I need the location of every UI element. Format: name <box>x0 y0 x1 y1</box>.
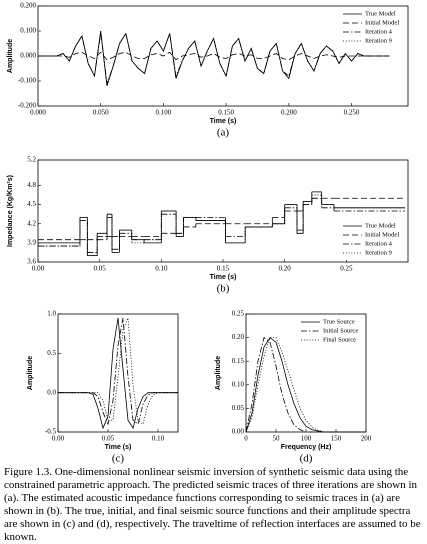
y-tick-label: 0.20 <box>232 333 245 341</box>
figure: 0.000 0.050 0.100 0.150 0.200 0.250-0.200-0.1… <box>7 2 409 465</box>
y-tick-label: 3.6 <box>27 258 36 266</box>
panel-label: (b) <box>217 283 230 295</box>
x-axis-label: Time (s) <box>210 118 237 125</box>
x-tick-label: 0.050 <box>93 109 109 117</box>
y-tick-label: 0.25 <box>232 310 245 318</box>
legend-label: Initial Source <box>323 327 358 334</box>
x-tick-label: 0.100 <box>156 109 172 117</box>
series-line <box>58 317 178 425</box>
y-tick-label: -0.5 <box>45 428 57 436</box>
x-tick-label: 0.00 <box>32 265 45 273</box>
y-tick-label: 5.2 <box>27 156 36 164</box>
legend-label: Final Source <box>323 336 356 343</box>
legend-label: True Source <box>323 318 355 325</box>
y-tick-label: 0.05 <box>232 404 245 412</box>
legend-label: Iteration 9 <box>365 37 392 44</box>
x-tick-label: 0.05 <box>102 435 115 443</box>
y-tick-label: 0.10 <box>232 380 245 388</box>
series-line <box>38 30 390 85</box>
x-axis-label: Time (s) <box>210 274 237 281</box>
panel-label: (a) <box>217 127 230 139</box>
x-tick-label: 150 <box>331 435 342 443</box>
y-tick-label: 0.200 <box>20 2 36 10</box>
x-tick-label: 0.25 <box>340 265 353 273</box>
x-tick-label: 0.05 <box>94 265 107 273</box>
legend-label: True Model <box>365 10 396 17</box>
panel-label: (c) <box>112 453 125 465</box>
x-tick-label: 0.10 <box>152 435 165 443</box>
series-line <box>245 337 366 433</box>
plot-frame <box>57 313 179 433</box>
y-tick-label: 0.5 <box>47 349 56 357</box>
x-tick-label: 0.150 <box>218 109 234 117</box>
legend-box <box>298 316 364 347</box>
legend-label: True Model <box>365 222 396 229</box>
y-tick-label: 1.0 <box>47 310 56 318</box>
legend-label: Iteration 4 <box>365 28 393 35</box>
y-tick-label: 4.2 <box>27 219 36 227</box>
y-axis-label: Amplitude <box>7 39 14 73</box>
y-tick-label: 0.100 <box>20 27 36 35</box>
legend-label: Iteration 9 <box>365 249 392 256</box>
y-tick-label: 3.9 <box>27 238 36 246</box>
x-tick-label: 0.000 <box>30 109 46 117</box>
panel-label: (d) <box>300 453 313 465</box>
x-tick-label: 0.20 <box>279 265 292 273</box>
y-tick-label: -0.200 <box>18 102 37 110</box>
series-line <box>58 317 178 426</box>
y-axis-label: Amplitude <box>27 356 34 390</box>
y-tick-label: 0.00 <box>232 428 245 436</box>
x-axis-label: Time (s) <box>105 444 132 451</box>
series-line <box>245 337 366 433</box>
legend-label: Iteration 4 <box>365 240 393 247</box>
y-tick-label: 4.5 <box>27 200 36 208</box>
caption: Figure 1.3. One-dimensional nonlinear se… <box>4 466 421 543</box>
y-axis-label: Amplitude <box>215 356 222 390</box>
legend-label: Initial Model <box>365 19 399 26</box>
y-tick-label: -0.100 <box>18 77 37 85</box>
x-tick-label: 50 <box>273 435 281 443</box>
x-tick-label: 0.250 <box>344 109 360 117</box>
legend-box <box>340 8 406 48</box>
x-tick-label: 0.00 <box>52 435 65 443</box>
y-axis-label: Impedance (Kg/Km²s) <box>7 175 14 247</box>
x-tick-label: 100 <box>301 435 312 443</box>
y-tick-label: 0.0 <box>47 388 56 396</box>
x-tick-label: 0.10 <box>155 265 168 273</box>
y-tick-label: 0.15 <box>232 357 245 365</box>
x-tick-label: 0.200 <box>281 109 297 117</box>
series-line <box>245 336 366 433</box>
legend-box <box>340 220 406 260</box>
x-tick-label: 0 <box>244 435 248 443</box>
y-tick-label: 4.8 <box>27 181 36 189</box>
legend-label: Initial Model <box>365 231 399 238</box>
x-axis-label: Frequency (Hz) <box>281 444 332 451</box>
x-tick-label: 0.15 <box>217 265 230 273</box>
y-tick-label: 0.000 <box>20 52 36 60</box>
x-tick-label: 200 <box>361 435 372 443</box>
series-line <box>58 317 178 430</box>
